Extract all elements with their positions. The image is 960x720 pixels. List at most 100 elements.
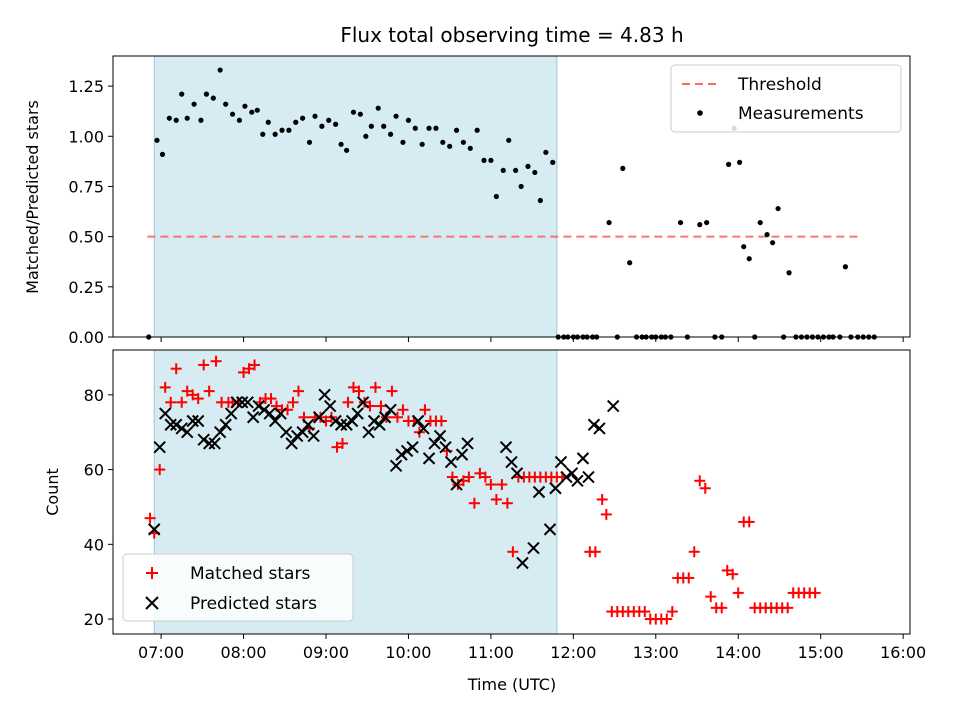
predicted-star-point — [224, 407, 238, 420]
predicted-star-point — [279, 426, 293, 439]
x-axis-label: Time (UTC) — [467, 675, 556, 694]
x-tick-label: 11:00 — [468, 643, 514, 662]
measurement-point — [286, 127, 292, 133]
predicted-star-point — [345, 414, 359, 428]
bottom-y-axis-ticks: 20 40 60 80 — [84, 386, 113, 629]
predicted-star-point — [329, 414, 342, 428]
matched-star-point — [287, 396, 299, 408]
measurement-point — [272, 131, 278, 137]
x-tick-label: 08:00 — [220, 643, 266, 662]
measurement-point — [426, 125, 432, 131]
matched-star-point — [490, 493, 502, 505]
matched-star-point — [496, 479, 508, 491]
measurement-point — [363, 133, 369, 139]
matched-star-point — [639, 606, 651, 618]
matched-star-point — [386, 385, 398, 397]
measurement-point — [300, 115, 306, 121]
measurement-point — [210, 95, 216, 101]
measurement-point — [184, 115, 190, 121]
matched-star-point — [727, 568, 739, 580]
matched-star-point — [342, 396, 354, 408]
bottom-y-axis-label: Count — [43, 468, 62, 516]
matched-star-point — [203, 385, 215, 397]
measurement-point — [387, 131, 394, 137]
bottom-panel: 20 40 60 80 07:00 08:00 09:00 10:00 11:00 12:00 1… — [43, 349, 926, 694]
predicted-star-point — [378, 411, 392, 424]
predicted-star-point — [274, 407, 287, 420]
x-tick-label: 13:00 — [633, 643, 679, 662]
measurement-point — [333, 121, 339, 127]
predicted-star-point — [422, 452, 436, 465]
measurement-point — [627, 260, 633, 266]
measurement-point — [249, 109, 255, 115]
measurement-point — [154, 137, 160, 143]
bottom-x-axis-ticks: 07:00 08:00 09:00 10:00 11:00 12:00 13:00 14:00… — [138, 634, 926, 662]
measurement-point — [506, 137, 512, 143]
measurement-point — [419, 141, 425, 147]
predicted-star-point — [362, 426, 375, 439]
measurement-point — [488, 157, 494, 163]
measurement-point — [381, 123, 387, 129]
predicted-star-point — [301, 418, 315, 431]
measurement-point — [326, 117, 332, 123]
measurement-point — [518, 183, 524, 190]
predicted-star-point — [230, 396, 243, 409]
top-y-tick-label: 0.00 — [68, 328, 104, 347]
matched-star-point — [293, 385, 305, 397]
measurement-point — [405, 117, 412, 123]
predicted-star-point — [263, 407, 276, 420]
predicted-star-point — [318, 388, 331, 402]
measurement-point — [191, 101, 197, 107]
measurement-point — [368, 123, 374, 129]
bottom-y-tick-label: 60 — [84, 461, 104, 480]
predicted-star-point — [170, 418, 183, 431]
top-y-tick-label: 1.25 — [68, 77, 104, 96]
predicted-star-point — [395, 448, 408, 461]
predicted-star-point — [532, 485, 546, 499]
top-y-tick-label: 0.75 — [68, 177, 104, 196]
measurement-point — [312, 113, 318, 119]
predicted-star-point — [417, 422, 430, 435]
measurement-point — [786, 270, 792, 276]
measurement-point — [757, 219, 763, 226]
matched-star-point — [369, 381, 381, 393]
matched-star-point — [666, 606, 678, 618]
predicted-star-point — [186, 414, 199, 428]
bottom-legend-box — [122, 553, 354, 622]
predicted-star-point — [307, 429, 320, 443]
matched-star-point — [501, 497, 513, 509]
matched-star-point — [485, 479, 497, 491]
measurement-point — [433, 125, 439, 131]
measurement-point — [769, 240, 776, 246]
predicted-star-point — [400, 444, 414, 458]
matched-star-point — [170, 363, 182, 375]
matched-star-point — [589, 546, 601, 558]
predicted-star-point — [571, 474, 584, 487]
measurement-point — [775, 205, 781, 212]
predicted-star-point — [384, 403, 397, 416]
predicted-star-point — [285, 437, 298, 450]
measurement-point — [620, 165, 626, 171]
measurement-point — [217, 67, 223, 73]
predicted-star-point — [356, 396, 370, 409]
measurement-point — [203, 91, 210, 97]
predicted-star-point — [576, 452, 590, 465]
predicted-star-point — [527, 541, 540, 555]
measurement-point — [179, 91, 185, 97]
measurement-point — [493, 193, 499, 200]
top-panel: 0.00 0.25 0.50 0.75 1.00 1.25 Flux total obse… — [23, 23, 911, 347]
predicted-star-point — [191, 414, 205, 428]
matched-star-point — [688, 546, 700, 558]
measurement-point — [842, 264, 849, 270]
predicted-star-point — [549, 482, 562, 495]
matched-star-point — [419, 404, 431, 416]
matched-star-point — [435, 415, 447, 427]
measurement-point — [236, 117, 243, 123]
predicted-star-point — [455, 448, 469, 461]
measurement-point — [726, 161, 732, 167]
measurement-point — [481, 157, 487, 163]
matched-star-point — [154, 464, 166, 476]
predicted-star-point — [323, 399, 337, 413]
legend-threshold-label: Threshold — [737, 75, 822, 95]
measurement-point — [306, 139, 313, 145]
